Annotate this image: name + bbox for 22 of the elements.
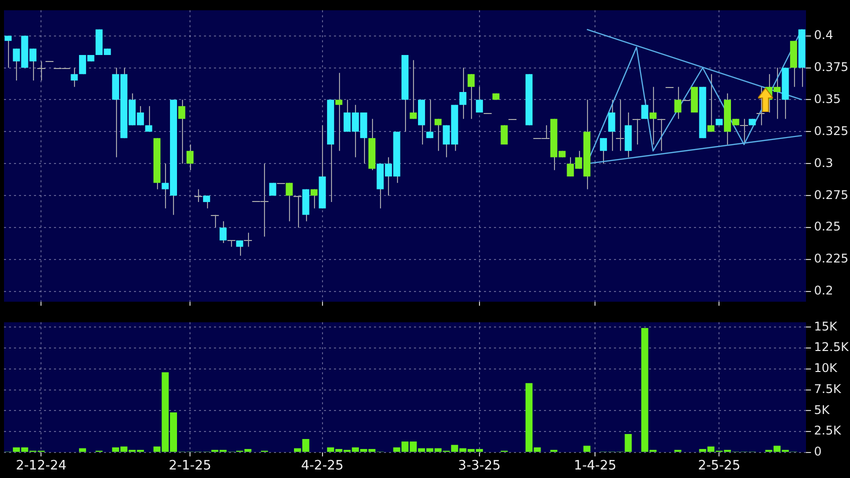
y-tick-label: 0.35 [814, 92, 841, 106]
y-tick-label: 0.225 [814, 252, 848, 266]
y-tick-label: 0.275 [814, 188, 848, 202]
y-tick-label: 0.325 [814, 124, 848, 138]
y-tick-label: 5K [814, 402, 831, 417]
y-tick-label: 7.5K [814, 382, 842, 396]
y-tick-label: 0.375 [814, 60, 848, 74]
x-tick-label: 3-3-25 [458, 458, 501, 474]
x-tick-label: 2-5-25 [698, 458, 740, 474]
y-tick-label: 15K [814, 319, 838, 334]
y-tick-label: 0.25 [814, 220, 841, 234]
y-tick-label: 2.5K [814, 424, 842, 438]
x-tick-label: 4-2-25 [301, 458, 344, 474]
x-tick-label: 2-12-24 [16, 458, 67, 474]
y-tick-label: 0.2 [814, 284, 834, 298]
y-tick-label: 10K [814, 361, 838, 376]
y-tick-label: 12.5K [814, 340, 850, 354]
x-tick-label: 1-4-25 [574, 458, 616, 474]
x-tick-label: 2-1-25 [168, 458, 212, 474]
y-tick-label: 0.4 [814, 28, 834, 42]
y-tick-label: 0.3 [814, 156, 834, 170]
y-tick-label: 0 [814, 444, 822, 459]
